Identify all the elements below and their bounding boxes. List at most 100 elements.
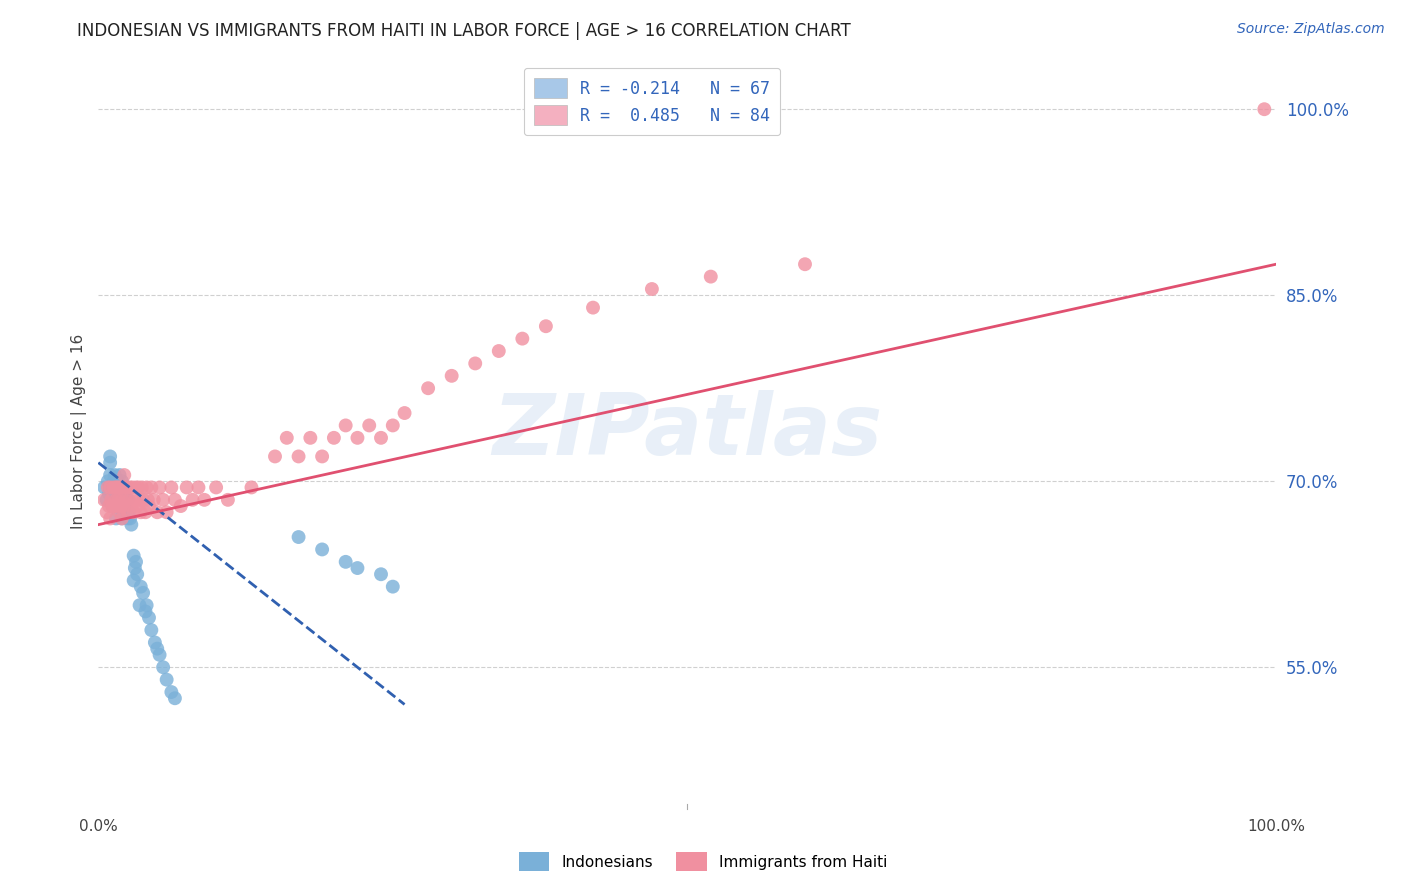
- Point: [264, 450, 287, 464]
- Point: [129, 580, 152, 594]
- Point: [105, 480, 128, 494]
- Point: [370, 431, 392, 445]
- Point: [346, 561, 368, 575]
- Point: [93, 492, 115, 507]
- Point: [105, 480, 128, 494]
- Text: 0.0%: 0.0%: [79, 819, 118, 833]
- Point: [120, 511, 142, 525]
- Point: [138, 499, 160, 513]
- Point: [105, 511, 128, 525]
- Point: [240, 480, 263, 494]
- Point: [105, 480, 128, 494]
- Point: [103, 475, 125, 489]
- Text: 100.0%: 100.0%: [1247, 819, 1305, 833]
- Point: [114, 492, 136, 507]
- Point: [101, 499, 124, 513]
- Point: [134, 604, 156, 618]
- Point: [152, 492, 174, 507]
- Point: [141, 480, 163, 494]
- Point: [129, 505, 152, 519]
- Point: [111, 480, 134, 494]
- Point: [322, 431, 344, 445]
- Point: [101, 499, 124, 513]
- Point: [276, 431, 298, 445]
- Point: [335, 418, 357, 433]
- Point: [110, 499, 132, 513]
- Point: [117, 480, 139, 494]
- Point: [104, 468, 127, 483]
- Point: [149, 480, 172, 494]
- Point: [440, 368, 463, 383]
- Point: [108, 492, 131, 507]
- Point: [111, 475, 134, 489]
- Point: [394, 406, 416, 420]
- Point: [103, 480, 125, 494]
- Point: [156, 505, 179, 519]
- Point: [335, 555, 357, 569]
- Point: [193, 492, 215, 507]
- Point: [217, 492, 239, 507]
- Point: [110, 499, 132, 513]
- Point: [118, 505, 141, 519]
- Point: [132, 492, 155, 507]
- Point: [101, 480, 124, 494]
- Point: [381, 580, 404, 594]
- Point: [112, 499, 135, 513]
- Point: [96, 505, 118, 519]
- Point: [127, 480, 149, 494]
- Point: [122, 549, 145, 563]
- Y-axis label: In Labor Force | Age > 16: In Labor Force | Age > 16: [72, 334, 87, 529]
- Point: [127, 567, 149, 582]
- Point: [131, 480, 153, 494]
- Point: [127, 499, 149, 513]
- Point: [98, 480, 121, 494]
- Point: [156, 673, 179, 687]
- Point: [143, 635, 166, 649]
- Point: [111, 492, 134, 507]
- Point: [416, 381, 439, 395]
- Point: [114, 480, 136, 494]
- Point: [370, 567, 392, 582]
- Point: [160, 480, 183, 494]
- Point: [104, 499, 127, 513]
- Point: [134, 505, 156, 519]
- Point: [160, 685, 183, 699]
- Point: [152, 660, 174, 674]
- Point: [128, 492, 150, 507]
- Point: [311, 450, 333, 464]
- Point: [381, 418, 404, 433]
- Point: [299, 431, 322, 445]
- Point: [117, 511, 139, 525]
- Point: [112, 480, 135, 494]
- Point: [170, 499, 193, 513]
- Point: [121, 480, 143, 494]
- Point: [794, 257, 817, 271]
- Point: [120, 517, 142, 532]
- Point: [112, 505, 135, 519]
- Point: [98, 468, 121, 483]
- Point: [311, 542, 333, 557]
- Point: [142, 492, 165, 507]
- Point: [105, 499, 128, 513]
- Point: [112, 468, 135, 483]
- Point: [100, 492, 122, 507]
- Point: [108, 505, 131, 519]
- Point: [641, 282, 664, 296]
- Point: [96, 492, 118, 507]
- Point: [108, 480, 131, 494]
- Point: [176, 480, 198, 494]
- Point: [115, 492, 138, 507]
- Point: [118, 492, 141, 507]
- Point: [464, 356, 486, 370]
- Point: [97, 480, 120, 494]
- Point: [287, 450, 309, 464]
- Point: [359, 418, 381, 433]
- Point: [105, 492, 128, 507]
- Text: ZIPatlas: ZIPatlas: [492, 390, 883, 473]
- Point: [125, 555, 148, 569]
- Point: [122, 574, 145, 588]
- Point: [488, 344, 510, 359]
- Point: [107, 492, 129, 507]
- Point: [97, 486, 120, 500]
- Point: [205, 480, 228, 494]
